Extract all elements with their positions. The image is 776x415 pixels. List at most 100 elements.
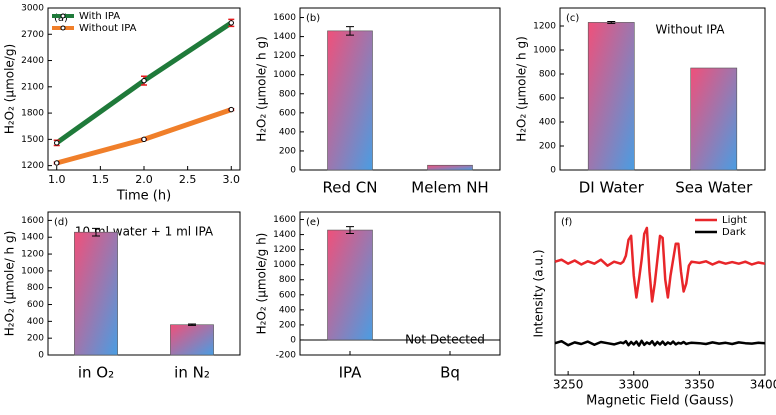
bar <box>587 22 635 171</box>
y-tick-label: 2700 <box>21 30 44 40</box>
x-tick-label: 1.5 <box>92 173 110 186</box>
legend-label: With IPA <box>79 11 120 22</box>
y-tick-label: 3000 <box>21 4 44 14</box>
bar <box>690 67 738 171</box>
y-tick-label: 400 <box>539 118 556 128</box>
plot-frame <box>299 7 501 171</box>
marker <box>228 20 234 26</box>
y-tick-label: -200 <box>276 351 297 361</box>
series-line <box>56 107 233 166</box>
legend-marker <box>60 25 66 31</box>
panel-label: (e) <box>306 217 320 228</box>
y-tick-label: 0 <box>290 166 296 176</box>
bar <box>74 231 118 356</box>
y-tick-label: 200 <box>279 146 296 156</box>
y-tick-label: 1200 <box>273 245 296 255</box>
y-tick-label: 200 <box>27 334 44 344</box>
y-tick-label: 1600 <box>273 13 296 23</box>
x-tick-label: Sea Water <box>675 179 753 197</box>
marker <box>141 77 147 84</box>
x-tick-label: 2.0 <box>135 173 153 186</box>
y-tick-label: 2100 <box>21 82 44 92</box>
y-tick-label: 1400 <box>21 233 44 243</box>
y-tick-label: 1400 <box>273 230 296 240</box>
y-axis-label: H₂O₂ (µmole/ h g) <box>515 36 529 142</box>
error-bar <box>346 26 354 36</box>
y-tick-label: 600 <box>279 108 296 118</box>
y-axis-label: H₂O₂ (µmole/ h g) <box>3 231 17 337</box>
marker <box>228 106 234 113</box>
y-tick-label: 800 <box>539 70 556 80</box>
legend-label: Without IPA <box>79 23 137 34</box>
x-tick-label: Red CN <box>323 179 378 197</box>
bar <box>170 324 214 356</box>
legend-marker <box>60 13 66 19</box>
x-tick-label: 3400 <box>750 378 776 392</box>
y-tick-label: 600 <box>27 300 44 310</box>
y-tick-label: 600 <box>539 94 556 104</box>
x-tick-label: DI Water <box>579 179 645 197</box>
marker <box>141 136 147 143</box>
plot-frame <box>299 211 501 356</box>
plot-frame <box>559 7 766 171</box>
x-tick-label: 2.5 <box>179 173 197 186</box>
x-tick-label: 3.0 <box>223 173 241 186</box>
y-tick-label: 200 <box>539 142 556 152</box>
y-tick-label: 1500 <box>21 135 44 145</box>
x-tick-label: in O₂ <box>78 364 114 382</box>
y-tick-label: 400 <box>279 305 296 315</box>
panel-label: (a) <box>54 13 68 24</box>
x-axis-label: Time (h) <box>116 189 171 204</box>
y-tick-label: 1600 <box>273 215 296 225</box>
x-tick-label: 3250 <box>553 378 584 392</box>
x-axis-label: Magnetic Field (Gauss) <box>586 394 734 409</box>
legend-label: Dark <box>722 227 746 238</box>
plot-frame <box>47 7 241 171</box>
x-tick-label: in N₂ <box>174 364 210 382</box>
x-tick-label: 3300 <box>618 378 649 392</box>
y-tick-label: 0 <box>290 335 296 345</box>
x-tick-label: 3350 <box>684 378 715 392</box>
y-axis-label: H₂O₂ (µmole/g h) <box>255 233 269 335</box>
annotation: Without IPA <box>656 23 726 37</box>
x-tick-label: 1.0 <box>48 173 66 186</box>
y-tick-label: 1000 <box>273 70 296 80</box>
y-tick-label: 600 <box>279 290 296 300</box>
error-bar <box>188 323 196 326</box>
y-tick-label: 0 <box>550 166 556 176</box>
y-axis-label: Intensity (a.u.) <box>532 250 546 338</box>
legend-label: Light <box>722 215 747 226</box>
panel-label: (b) <box>306 13 320 24</box>
bar <box>327 30 373 171</box>
plot-frame <box>554 211 766 376</box>
x-tick-label: Bq <box>440 364 460 382</box>
y-tick-label: 800 <box>27 283 44 293</box>
y-tick-label: 1200 <box>273 51 296 61</box>
y-tick-label: 1600 <box>21 216 44 226</box>
y-tick-label: 400 <box>27 317 44 327</box>
error-bar <box>607 20 616 24</box>
y-tick-label: 200 <box>279 320 296 330</box>
y-tick-label: 800 <box>279 89 296 99</box>
series-line <box>554 339 766 347</box>
error-bar <box>92 227 100 237</box>
marker <box>54 140 60 146</box>
y-tick-label: 1200 <box>21 161 44 171</box>
y-tick-label: 400 <box>279 127 296 137</box>
y-tick-label: 1000 <box>273 260 296 270</box>
bar <box>427 164 473 171</box>
y-tick-label: 1200 <box>533 22 556 32</box>
panel-label: (c) <box>566 13 579 24</box>
y-tick-label: 2400 <box>21 56 44 66</box>
y-axis-label: H₂O₂ (µmole/ h g) <box>255 36 269 142</box>
series-line <box>554 226 766 303</box>
y-tick-label: 1000 <box>21 266 44 276</box>
panel-label: (f) <box>561 217 572 228</box>
x-tick-label: IPA <box>339 364 363 382</box>
y-tick-label: 1200 <box>21 250 44 260</box>
y-tick-label: 1400 <box>273 32 296 42</box>
y-axis-label: H₂O₂ (µmole/g) <box>3 44 17 134</box>
y-tick-label: 0 <box>38 351 44 361</box>
